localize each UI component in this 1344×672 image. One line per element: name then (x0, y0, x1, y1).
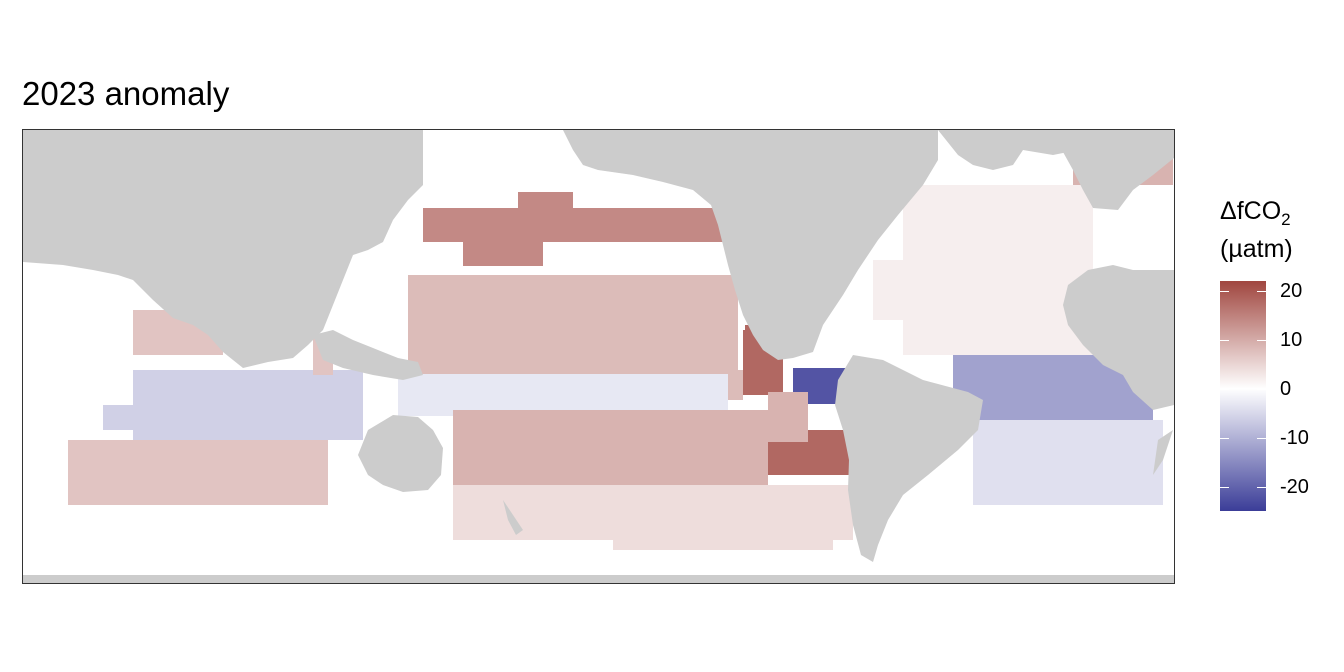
legend-tick-label: 0 (1280, 378, 1292, 400)
anomaly-cell (518, 192, 573, 210)
north-america-land (563, 130, 938, 360)
europe-land (938, 130, 1174, 210)
map-panel (22, 129, 1175, 584)
legend-unit: (µatm) (1220, 235, 1293, 263)
legend-tick-mark (1220, 340, 1229, 341)
anomaly-cell (103, 405, 163, 430)
anomaly-cell (423, 208, 723, 242)
greenland-land (958, 130, 1083, 155)
anomaly-cell (903, 185, 1093, 355)
legend-tick-mark (1220, 438, 1229, 439)
legend-tick-mark (1257, 487, 1266, 488)
legend-tick-label: 10 (1280, 329, 1303, 351)
legend-tick-mark (1257, 340, 1266, 341)
africa-land (1063, 265, 1174, 410)
legend-colorbar (1220, 281, 1266, 511)
legend-tick-label: -20 (1280, 476, 1309, 498)
anomaly-cell (398, 374, 728, 416)
legend-tick-mark (1220, 291, 1229, 292)
madagascar-land (1153, 430, 1173, 475)
anomaly-cell (873, 260, 933, 320)
new-zealand-land (503, 500, 523, 535)
anomaly-cell (463, 238, 543, 266)
asia-land (23, 130, 423, 368)
color-legend: ΔfCO2 (µatm) 20 10 0 -10 -20 (1218, 196, 1328, 526)
legend-title: ΔfCO2 (1220, 197, 1291, 229)
anomaly-cells (68, 130, 1173, 550)
land-masses (23, 130, 1174, 583)
anomaly-cell (453, 410, 768, 490)
legend-tick-label: -10 (1280, 427, 1309, 449)
indonesia-land (313, 330, 423, 380)
anomaly-cell (973, 420, 1163, 505)
anomaly-cell (68, 440, 328, 505)
legend-tick-mark (1257, 389, 1266, 390)
legend-tick-mark (1220, 487, 1229, 488)
south-america-land (835, 355, 983, 562)
legend-tick-mark (1257, 291, 1266, 292)
legend-tick-label: 20 (1280, 280, 1303, 302)
anomaly-cell (613, 530, 833, 550)
anomaly-cell (133, 370, 363, 440)
legend-tick-mark (1220, 389, 1229, 390)
legend-tick-mark (1257, 438, 1266, 439)
chart-title: 2023 anomaly (22, 75, 230, 112)
anomaly-cell (768, 392, 808, 442)
world-map (23, 130, 1174, 583)
australia-land (358, 415, 443, 492)
antarctica-land (23, 575, 1174, 583)
anomaly-cell (408, 275, 738, 375)
